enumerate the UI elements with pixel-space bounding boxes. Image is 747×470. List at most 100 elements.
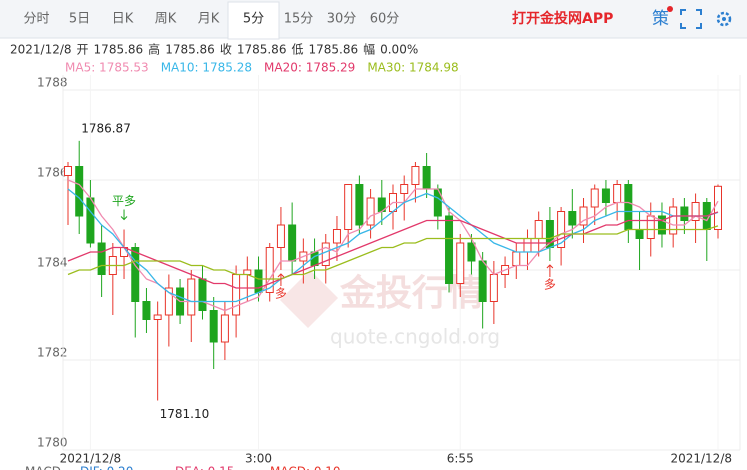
watermark-url: quote.cngold.org	[330, 325, 500, 349]
signal-arrow	[277, 273, 285, 286]
candle-body	[276, 224, 285, 248]
candle-body	[164, 287, 173, 316]
candle-body	[86, 197, 95, 244]
tab[interactable]: 30分	[327, 12, 357, 27]
macd-label: MACD	[25, 465, 61, 470]
candle-body	[187, 278, 196, 316]
info-item: 幅	[363, 42, 375, 57]
candle-body	[557, 211, 566, 248]
info-item: 1785.86	[237, 43, 287, 57]
extreme-label: 1781.10	[160, 407, 210, 421]
tab[interactable]: 60分	[370, 12, 400, 27]
fullscreen-icon[interactable]	[680, 9, 702, 29]
legend-item: MA5: 1785.53	[65, 61, 149, 75]
toolbar	[0, 0, 747, 38]
candle-body	[478, 260, 487, 302]
signal-label: 多	[275, 287, 287, 301]
info-line: 2021/12/8 开 1785.86 高 1785.86 收 1785.86 低 1785.8…	[10, 42, 418, 57]
info-item: 开	[77, 43, 89, 57]
candle-body	[523, 238, 532, 253]
macd-label: DIF: 0.20	[80, 465, 133, 470]
candle-body	[646, 215, 655, 239]
candle-body	[635, 229, 644, 239]
candle-body	[366, 197, 375, 226]
candle-body	[613, 184, 622, 203]
badge-dot	[667, 6, 673, 12]
candle-body	[568, 211, 577, 226]
tab[interactable]: 15分	[284, 12, 314, 27]
candle-body	[422, 166, 431, 190]
candle-body	[489, 274, 498, 302]
info-item: 1785.86	[94, 43, 144, 57]
candle-body	[467, 242, 476, 262]
info-item: 1785.86	[165, 43, 215, 57]
info-item: 低	[291, 43, 303, 57]
tab[interactable]: 5日	[69, 12, 90, 27]
ma-line	[67, 225, 719, 280]
macd-label: DEA: 0.15	[175, 465, 234, 470]
y-tick-label: 1782	[37, 346, 68, 360]
x-tick-label: 6:55	[447, 452, 474, 466]
candle-body	[243, 269, 252, 275]
candle-body	[288, 224, 297, 262]
info-item: 收	[220, 43, 232, 57]
legend-item: MA30: 1784.98	[367, 61, 458, 75]
candle-body	[254, 269, 263, 293]
signal-arrow	[120, 209, 128, 221]
candle-body	[691, 202, 700, 221]
y-tick-label: 1786	[37, 166, 68, 180]
app-link[interactable]: 打开金投网APP	[512, 10, 613, 27]
candle-body	[400, 184, 409, 194]
candle-body	[579, 206, 588, 226]
candle-body	[445, 215, 454, 284]
ma-line	[67, 188, 719, 303]
candle-body	[590, 188, 599, 208]
settings-icon-center	[722, 17, 726, 21]
legend-item: MA20: 1785.29	[264, 61, 355, 75]
candle-body	[680, 206, 689, 221]
ma-line	[67, 211, 719, 289]
y-tick-label: 1784	[37, 256, 68, 270]
candle-body	[64, 166, 72, 176]
candle-body	[321, 242, 330, 266]
info-item: 0.00%	[380, 43, 418, 57]
extreme-label: 1786.87	[81, 121, 131, 135]
candle-body	[265, 247, 274, 293]
candle-body	[669, 206, 678, 235]
macd-label: MACD: 0.10	[270, 465, 341, 470]
y-tick-label: 1780	[37, 436, 68, 450]
candle-body	[209, 310, 218, 343]
y-tick-label: 1788	[37, 76, 68, 90]
candle-body	[75, 166, 84, 217]
tab[interactable]: 5分	[243, 12, 264, 27]
tab[interactable]: 月K	[198, 12, 220, 27]
candle-body	[657, 215, 666, 235]
x-tick-label: 2021/12/8	[670, 452, 732, 466]
candle-body	[714, 185, 722, 231]
candle-body	[534, 220, 543, 239]
active-tab	[227, 1, 280, 40]
candle-body	[411, 166, 420, 185]
candle-body	[344, 184, 353, 230]
candle-body	[131, 247, 140, 302]
settings-icon[interactable]	[716, 11, 732, 27]
candle-body	[220, 314, 229, 343]
tab[interactable]: 分时	[23, 12, 49, 27]
candle-body	[142, 301, 151, 320]
signal-label: 平多	[112, 194, 136, 208]
candle-body	[332, 229, 341, 244]
strategy-icon[interactable]: 策	[652, 9, 669, 29]
candle-body	[198, 278, 207, 311]
candle-body	[97, 242, 106, 275]
signal-arrow	[546, 264, 554, 277]
info-item: 2021/12/8	[10, 43, 72, 57]
candle-body	[624, 184, 633, 230]
tab[interactable]: 周K	[155, 12, 177, 27]
candle-body	[355, 184, 364, 226]
tab[interactable]: 日K	[112, 12, 134, 27]
signal-label: 多	[544, 278, 556, 292]
x-tick-label: 3:00	[245, 452, 272, 466]
watermark-logo	[280, 270, 338, 328]
candle-body	[456, 242, 465, 284]
